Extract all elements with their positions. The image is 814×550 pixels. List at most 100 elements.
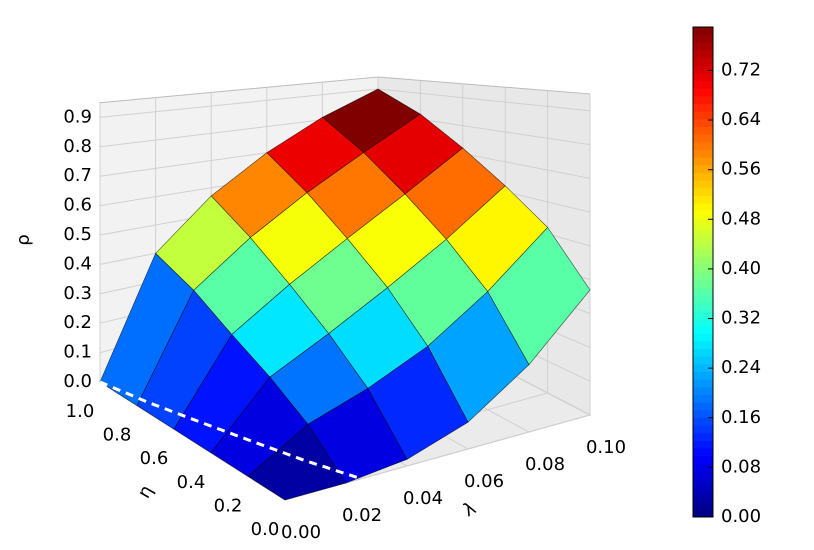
y-tick-label: 0.2: [214, 495, 243, 516]
colorbar-band: [693, 317, 713, 327]
colorbar-band: [693, 42, 713, 51]
colorbar-band: [693, 111, 713, 120]
colorbar-band: [693, 172, 713, 181]
surface-patch: [247, 423, 347, 501]
colorbar-band: [693, 448, 713, 457]
colorbar-band: [693, 27, 713, 36]
y-tick-label: 1.0: [66, 401, 95, 422]
colorbar-band: [693, 494, 713, 503]
colorbar-band: [693, 65, 713, 74]
z-axis-label: ρ: [13, 234, 34, 245]
colorbar-band: [693, 363, 713, 373]
colorbar-band: [693, 134, 713, 143]
x-tick-label: 0.00: [281, 522, 321, 543]
colorbar-band: [693, 226, 713, 235]
colorbar-band: [693, 394, 713, 403]
colorbar-band: [693, 149, 713, 158]
colorbar-tick-label: 0.32: [721, 308, 761, 329]
colorbar-band: [693, 348, 713, 357]
colorbar-band: [693, 402, 713, 411]
y-tick-label: 0.0: [251, 519, 280, 540]
z-tick-label: 0.1: [63, 342, 92, 363]
colorbar-band: [693, 256, 713, 265]
colorbar-band: [693, 103, 713, 112]
colorbar-band: [693, 509, 713, 518]
colorbar-band: [693, 440, 713, 449]
z-tick-label: 0.6: [63, 195, 92, 216]
x-tick-label: 0.10: [586, 437, 626, 458]
colorbar-band: [693, 218, 713, 227]
z-tick-label: 0.9: [63, 106, 92, 127]
colorbar-band: [693, 287, 713, 296]
colorbar-band: [693, 141, 713, 150]
x-tick-label: 0.06: [464, 471, 504, 492]
colorbar-band: [693, 203, 713, 212]
z-tick-label: 0.7: [63, 165, 92, 186]
colorbar-band: [693, 57, 713, 66]
y-tick-label: 0.6: [140, 448, 169, 469]
colorbar-band: [693, 187, 713, 196]
colorbar-band: [693, 126, 713, 135]
grid-line: [99, 88, 379, 118]
z-tick-label: 0.3: [63, 283, 92, 304]
dashed-curve: [99, 380, 362, 481]
colorbar-band: [693, 371, 713, 380]
colorbar-band: [693, 80, 713, 89]
colorbar-band: [693, 233, 713, 242]
colorbar-tick-label: 0.48: [721, 208, 761, 229]
colorbar-band: [693, 478, 713, 487]
z-tick-label: 0.4: [63, 253, 92, 274]
colorbar-band: [693, 356, 713, 365]
colorbar-band: [693, 486, 713, 495]
colorbar-band: [693, 471, 713, 480]
colorbar-band: [693, 195, 713, 204]
colorbar-band: [693, 118, 713, 128]
z-tick-label: 0.8: [63, 136, 92, 157]
colorbar-band: [693, 210, 713, 219]
colorbar-tick-label: 0.24: [721, 357, 761, 378]
colorbar-band: [693, 417, 713, 426]
colorbar-band: [693, 241, 713, 250]
colorbar-band: [693, 34, 713, 43]
colorbar-band: [693, 325, 713, 334]
colorbar-tick-label: 0.40: [721, 258, 761, 279]
y-tick-label: 0.8: [103, 425, 132, 446]
colorbar-band: [693, 379, 713, 388]
colorbar-band: [693, 302, 713, 311]
colorbar-band: [693, 249, 713, 258]
colorbar-band: [693, 425, 713, 434]
colorbar-band: [693, 272, 713, 281]
x-tick-label: 0.04: [403, 488, 443, 509]
colorbar-tick-label: 0.08: [721, 456, 761, 477]
z-tick-label: 0.5: [63, 224, 92, 245]
colorbar-tick-label: 0.64: [721, 109, 761, 130]
colorbar-tick-label: 0.72: [721, 59, 761, 80]
y-tick-label: 0.4: [177, 472, 206, 493]
colorbar-band: [693, 333, 713, 342]
x-axis-label: λ: [460, 498, 480, 522]
colorbar-band: [693, 294, 713, 304]
colorbar-band: [693, 432, 713, 441]
colorbar-tick-label: 0.16: [721, 407, 761, 428]
grid-line: [377, 88, 591, 112]
colorbar-frame: [692, 26, 714, 518]
colorbar-band: [693, 180, 713, 189]
colorbar-band: [693, 455, 713, 464]
x-tick-label: 0.08: [525, 454, 565, 475]
colorbar-band: [693, 164, 713, 173]
colorbar-band: [693, 157, 713, 166]
z-tick-label: 0.0: [63, 371, 92, 392]
colorbar-tick-label: 0.00: [721, 506, 761, 527]
colorbar-band: [693, 501, 713, 510]
colorbar-band: [693, 95, 713, 105]
z-tick-label: 0.2: [63, 312, 92, 333]
colorbar-band: [693, 310, 713, 319]
colorbar-band: [693, 279, 713, 288]
y-axis-label: η: [134, 482, 158, 502]
colorbar-band: [693, 340, 713, 350]
colorbar-band: [693, 409, 713, 418]
colorbar-band: [693, 88, 713, 97]
colorbar-tick-label: 0.56: [721, 159, 761, 180]
colorbar-band: [693, 72, 713, 82]
